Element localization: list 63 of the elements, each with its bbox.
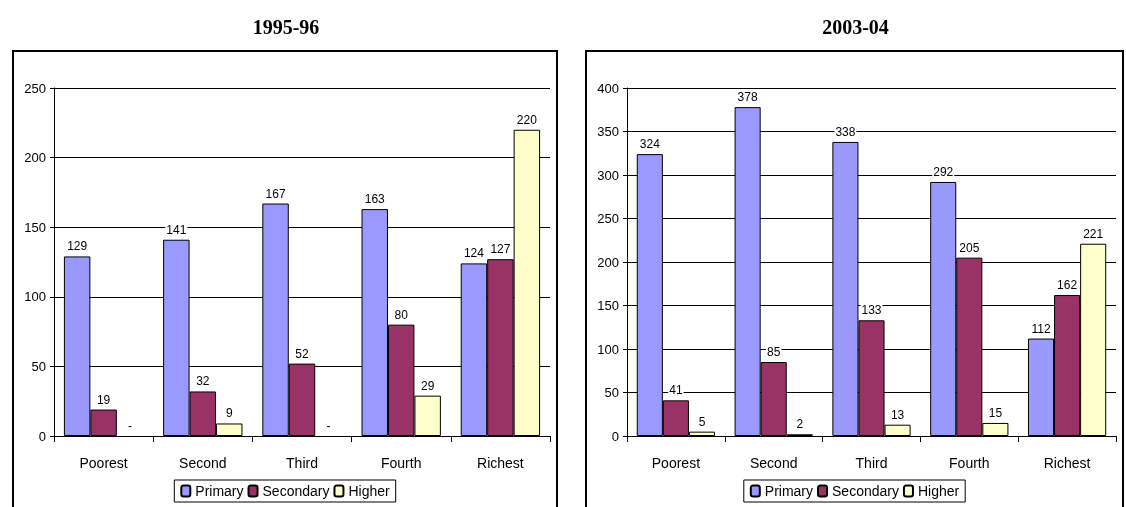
y-tick-label: 200 [24,150,46,166]
data-label: 127 [490,242,511,257]
data-label: 167 [265,186,286,201]
chart-title: 1995-96 [251,15,321,40]
data-label: 141 [166,222,187,237]
legend-label: Secondary [262,483,330,499]
y-tick-label: 50 [604,385,619,400]
x-tick-label: Second [179,455,227,471]
data-label: 85 [767,345,781,360]
text: - [128,419,133,433]
y-tick-label: 400 [597,80,619,96]
x-tick-label: Poorest [79,455,128,471]
data-label: 112 [1031,321,1051,336]
legend-label: Primary [195,483,244,499]
x-tick-label: Richest [1043,455,1091,471]
legend-label: Secondary [832,483,899,499]
data-label: 41 [669,383,683,398]
y-tick-label: 350 [597,124,619,139]
data-label: 292 [933,164,954,179]
data-label: 324 [639,137,661,152]
data-label: 2 [796,417,804,432]
y-tick-label: 250 [597,211,619,226]
data-label: 220 [516,112,538,127]
data-label: 5 [698,414,706,429]
y-tick-label: 300 [597,167,619,183]
data-label: 162 [1057,278,1078,293]
legend-label: Higher [348,483,391,499]
data-label: 52 [295,346,309,361]
data-label: 163 [364,192,386,207]
y-tick-label: 100 [597,341,619,357]
x-tick-label: Fourth [949,455,990,471]
y-tick-label: 0 [38,428,46,444]
data-label: 9 [225,406,233,421]
x-tick-label: Poorest [651,455,701,471]
y-tick-label: 150 [597,298,619,313]
y-tick-label: 150 [24,219,46,235]
data-label: 221 [1083,226,1104,241]
data-label: 13 [890,407,905,422]
data-label: 80 [394,307,409,322]
data-label: 129 [67,239,88,254]
data-label: 29 [420,378,435,393]
legend-label: Primary [764,483,814,499]
data-label: 378 [737,90,758,105]
data-label: 19 [96,392,111,407]
x-tick-label: Fourth [380,455,422,471]
x-tick-label: Richest [477,455,524,471]
y-tick-label: 0 [611,428,619,444]
y-tick-label: 100 [24,289,46,305]
x-tick-label: Second [749,455,798,471]
data-label: 338 [835,124,856,139]
data-label: 205 [959,240,980,255]
y-tick-label: 250 [24,80,46,96]
data-label: 15 [988,405,1003,420]
y-tick-label: 50 [31,358,46,374]
data-label: 124 [463,246,485,261]
chart-title: 2003-04 [821,15,890,40]
legend-label: Higher [917,483,960,499]
y-tick-label: 200 [597,254,619,270]
data-label: 133 [861,303,882,318]
x-tick-label: Third [855,455,888,471]
data-label: 32 [196,374,210,389]
text: - [326,419,331,433]
x-tick-label: Third [286,455,318,471]
